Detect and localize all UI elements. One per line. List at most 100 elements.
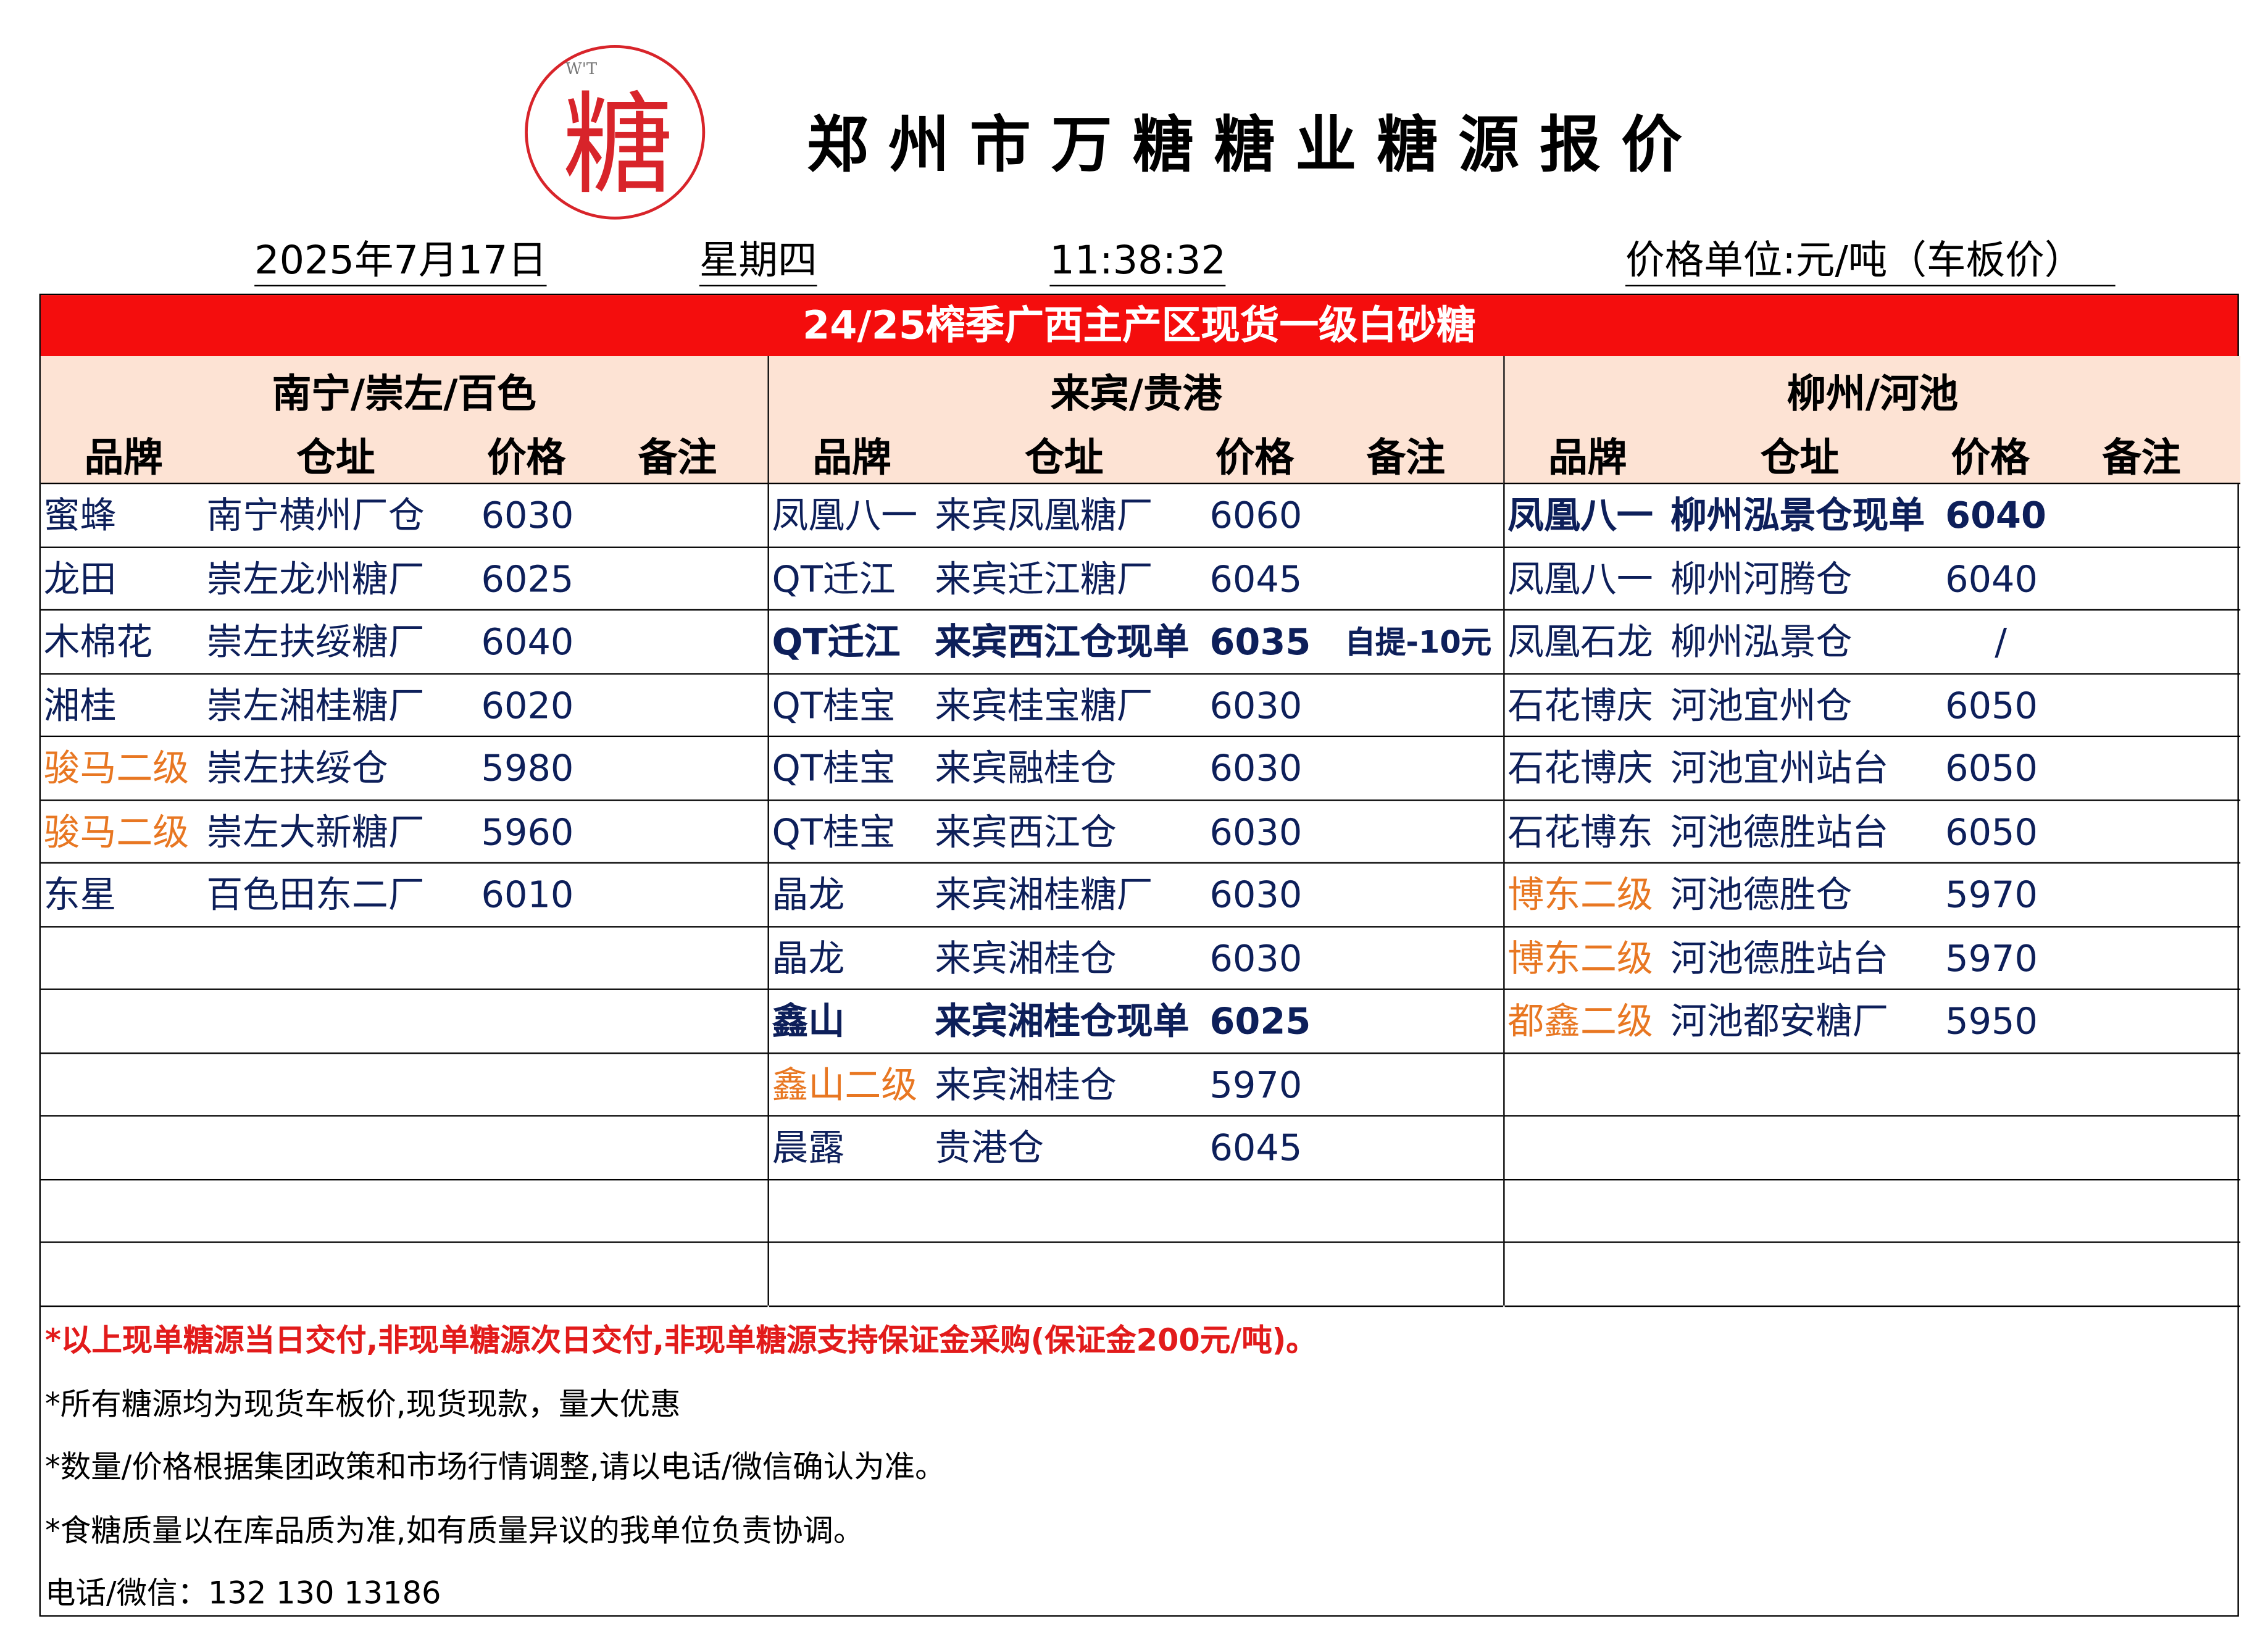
warehouse-cell: 河池都安糖厂 bbox=[1670, 1000, 1889, 1043]
warehouse-cell: 崇左龙州糖厂 bbox=[206, 557, 425, 600]
column-header-price: 价格 bbox=[1215, 436, 1295, 481]
warehouse-cell: 崇左扶绥仓 bbox=[206, 747, 388, 790]
warehouse-cell: 百色田东二厂 bbox=[206, 873, 425, 916]
price-table: 24/25榨季广西主产区现货一级白砂糖 南宁/崇左/百色 品牌 仓址 价格 备注 蜜蜂 南宁… bbox=[39, 293, 2241, 1617]
table-row: 湘桂 崇左湘桂糖厂 6020 bbox=[40, 674, 768, 738]
table-row: QT迁江 来宾西江仓现单 6035 自提-10元 bbox=[769, 610, 1504, 674]
price-cell: 6030 bbox=[481, 494, 574, 537]
brand-cell: QT迁江 bbox=[772, 620, 901, 663]
price-cell: 5970 bbox=[1209, 1063, 1303, 1106]
table-row: QT桂宝 来宾融桂仓 6030 bbox=[769, 737, 1504, 801]
table-row bbox=[40, 1180, 768, 1243]
price-cell: 5960 bbox=[481, 810, 574, 853]
brand-cell: 东星 bbox=[43, 873, 117, 916]
table-row bbox=[40, 1053, 768, 1117]
table-row bbox=[769, 1243, 1504, 1307]
price-cell: 6030 bbox=[1209, 684, 1303, 727]
brand-cell: 石花博东 bbox=[1507, 810, 1653, 853]
footer-note: *所有糖源均为现货车板价,现货现款，量大优惠 bbox=[45, 1386, 681, 1422]
region-name: 来宾/贵港 bbox=[1050, 372, 1222, 417]
column-header-warehouse: 仓址 bbox=[296, 436, 375, 481]
warehouse-cell: 来宾迁江糖厂 bbox=[935, 557, 1153, 600]
warehouse-cell: 来宾西江仓现单 bbox=[935, 620, 1190, 663]
table-row: 凤凰八一 柳州泓景仓现单 6040 bbox=[1504, 484, 2241, 548]
price-cell: 6025 bbox=[481, 557, 574, 600]
column-header-brand: 品牌 bbox=[1548, 436, 1627, 481]
warehouse-cell: 来宾湘桂仓现单 bbox=[935, 1000, 1190, 1043]
region-name: 柳州/河池 bbox=[1786, 372, 1959, 417]
brand-cell: 蜜蜂 bbox=[43, 494, 117, 537]
warehouse-cell: 来宾湘桂仓 bbox=[935, 1063, 1117, 1106]
table-row: 凤凰石龙 柳州泓景仓 / bbox=[1504, 610, 2241, 674]
table-row bbox=[1504, 1180, 2241, 1243]
brand-cell: QT桂宝 bbox=[772, 747, 896, 790]
page-title: 郑州市万糖糖业糖源报价 bbox=[807, 109, 1703, 181]
table-row: 骏马二级 崇左扶绥仓 5980 bbox=[40, 737, 768, 801]
table-row: 博东二级 河池德胜仓 5970 bbox=[1504, 864, 2241, 927]
table-row bbox=[1504, 1117, 2241, 1180]
warehouse-cell: 崇左扶绥糖厂 bbox=[206, 620, 425, 663]
warehouse-cell: 柳州泓景仓现单 bbox=[1670, 494, 1925, 537]
brand-cell: 博东二级 bbox=[1507, 936, 1653, 980]
brand-cell: 凤凰石龙 bbox=[1507, 620, 1653, 663]
column-header-warehouse: 仓址 bbox=[1761, 436, 1840, 481]
brand-cell: QT桂宝 bbox=[772, 810, 896, 853]
brand-cell: 石花博庆 bbox=[1507, 684, 1653, 727]
table-row bbox=[40, 1243, 768, 1307]
price-cell: 5970 bbox=[1945, 936, 2038, 980]
price-unit: 价格单位:元/吨（车板价） bbox=[1625, 238, 2116, 286]
column-header-note: 备注 bbox=[2102, 436, 2181, 481]
price-cell: 6050 bbox=[1945, 684, 2038, 727]
price-cell: 6035 bbox=[1209, 620, 1311, 663]
price-cell: 6010 bbox=[481, 873, 574, 916]
table-row bbox=[40, 1117, 768, 1180]
region-header: 南宁/崇左/百色 品牌 仓址 价格 备注 bbox=[40, 356, 768, 485]
brand-cell: 石花博庆 bbox=[1507, 747, 1653, 790]
brand-cell: 都鑫二级 bbox=[1507, 1000, 1653, 1043]
price-cell: 6045 bbox=[1209, 557, 1303, 600]
warehouse-cell: 河池德胜站台 bbox=[1670, 936, 1889, 980]
table-row: 凤凰八一 柳州河腾仓 6040 bbox=[1504, 548, 2241, 611]
warehouse-cell: 来宾凤凰糖厂 bbox=[935, 494, 1153, 537]
price-cell: / bbox=[1995, 620, 2007, 663]
table-row: 博东二级 河池德胜站台 5970 bbox=[1504, 927, 2241, 990]
price-cell: 6030 bbox=[1209, 810, 1303, 853]
brand-cell: QT桂宝 bbox=[772, 684, 896, 727]
note-cell: 自提-10元 bbox=[1345, 625, 1492, 660]
brand-cell: 木棉花 bbox=[43, 620, 153, 663]
brand-cell: 龙田 bbox=[43, 557, 117, 600]
warehouse-cell: 河池宜州仓 bbox=[1670, 684, 1853, 727]
table-row bbox=[1504, 1243, 2241, 1307]
region-header: 来宾/贵港 品牌 仓址 价格 备注 bbox=[769, 356, 1504, 485]
time: 11:38:32 bbox=[1049, 238, 1226, 286]
table-row: 蜜蜂 南宁横州厂仓 6030 bbox=[40, 484, 768, 548]
logo-character: 糖 bbox=[562, 80, 673, 210]
brand-cell: 鑫山二级 bbox=[772, 1063, 918, 1106]
table-row: 骏马二级 崇左大新糖厂 5960 bbox=[40, 800, 768, 864]
sugar-logo: W'T 糖 bbox=[525, 45, 706, 220]
brand-cell: 凤凰八一 bbox=[1507, 494, 1653, 537]
brand-cell: 骏马二级 bbox=[43, 747, 190, 790]
price-cell: 5980 bbox=[481, 747, 574, 790]
price-cell: 6040 bbox=[481, 620, 574, 663]
table-row bbox=[40, 990, 768, 1054]
table-row: 石花博东 河池德胜站台 6050 bbox=[1504, 800, 2241, 864]
warehouse-cell: 来宾西江仓 bbox=[935, 810, 1117, 853]
table-row bbox=[1504, 1053, 2241, 1117]
footer-note: *食糖质量以在库品质为准,如有质量异议的我单位负责协调。 bbox=[45, 1513, 864, 1549]
table-row: 龙田 崇左龙州糖厂 6025 bbox=[40, 548, 768, 611]
brand-cell: 晶龙 bbox=[772, 936, 845, 980]
warehouse-cell: 来宾湘桂仓 bbox=[935, 936, 1117, 980]
brand-cell: 骏马二级 bbox=[43, 810, 190, 853]
table-row: QT桂宝 来宾西江仓 6030 bbox=[769, 800, 1504, 864]
brand-cell: QT迁江 bbox=[772, 557, 896, 600]
table-row: 都鑫二级 河池都安糖厂 5950 bbox=[1504, 990, 2241, 1054]
table-row: 鑫山 来宾湘桂仓现单 6025 bbox=[769, 990, 1504, 1054]
warehouse-cell: 河池宜州站台 bbox=[1670, 747, 1889, 790]
logo-mark: W'T bbox=[565, 59, 598, 79]
column-header-brand: 品牌 bbox=[84, 436, 163, 481]
warehouse-cell: 崇左大新糖厂 bbox=[206, 810, 425, 853]
price-cell: 6060 bbox=[1209, 494, 1303, 537]
warehouse-cell: 来宾融桂仓 bbox=[935, 747, 1117, 790]
column-header-price: 价格 bbox=[1951, 436, 2030, 481]
